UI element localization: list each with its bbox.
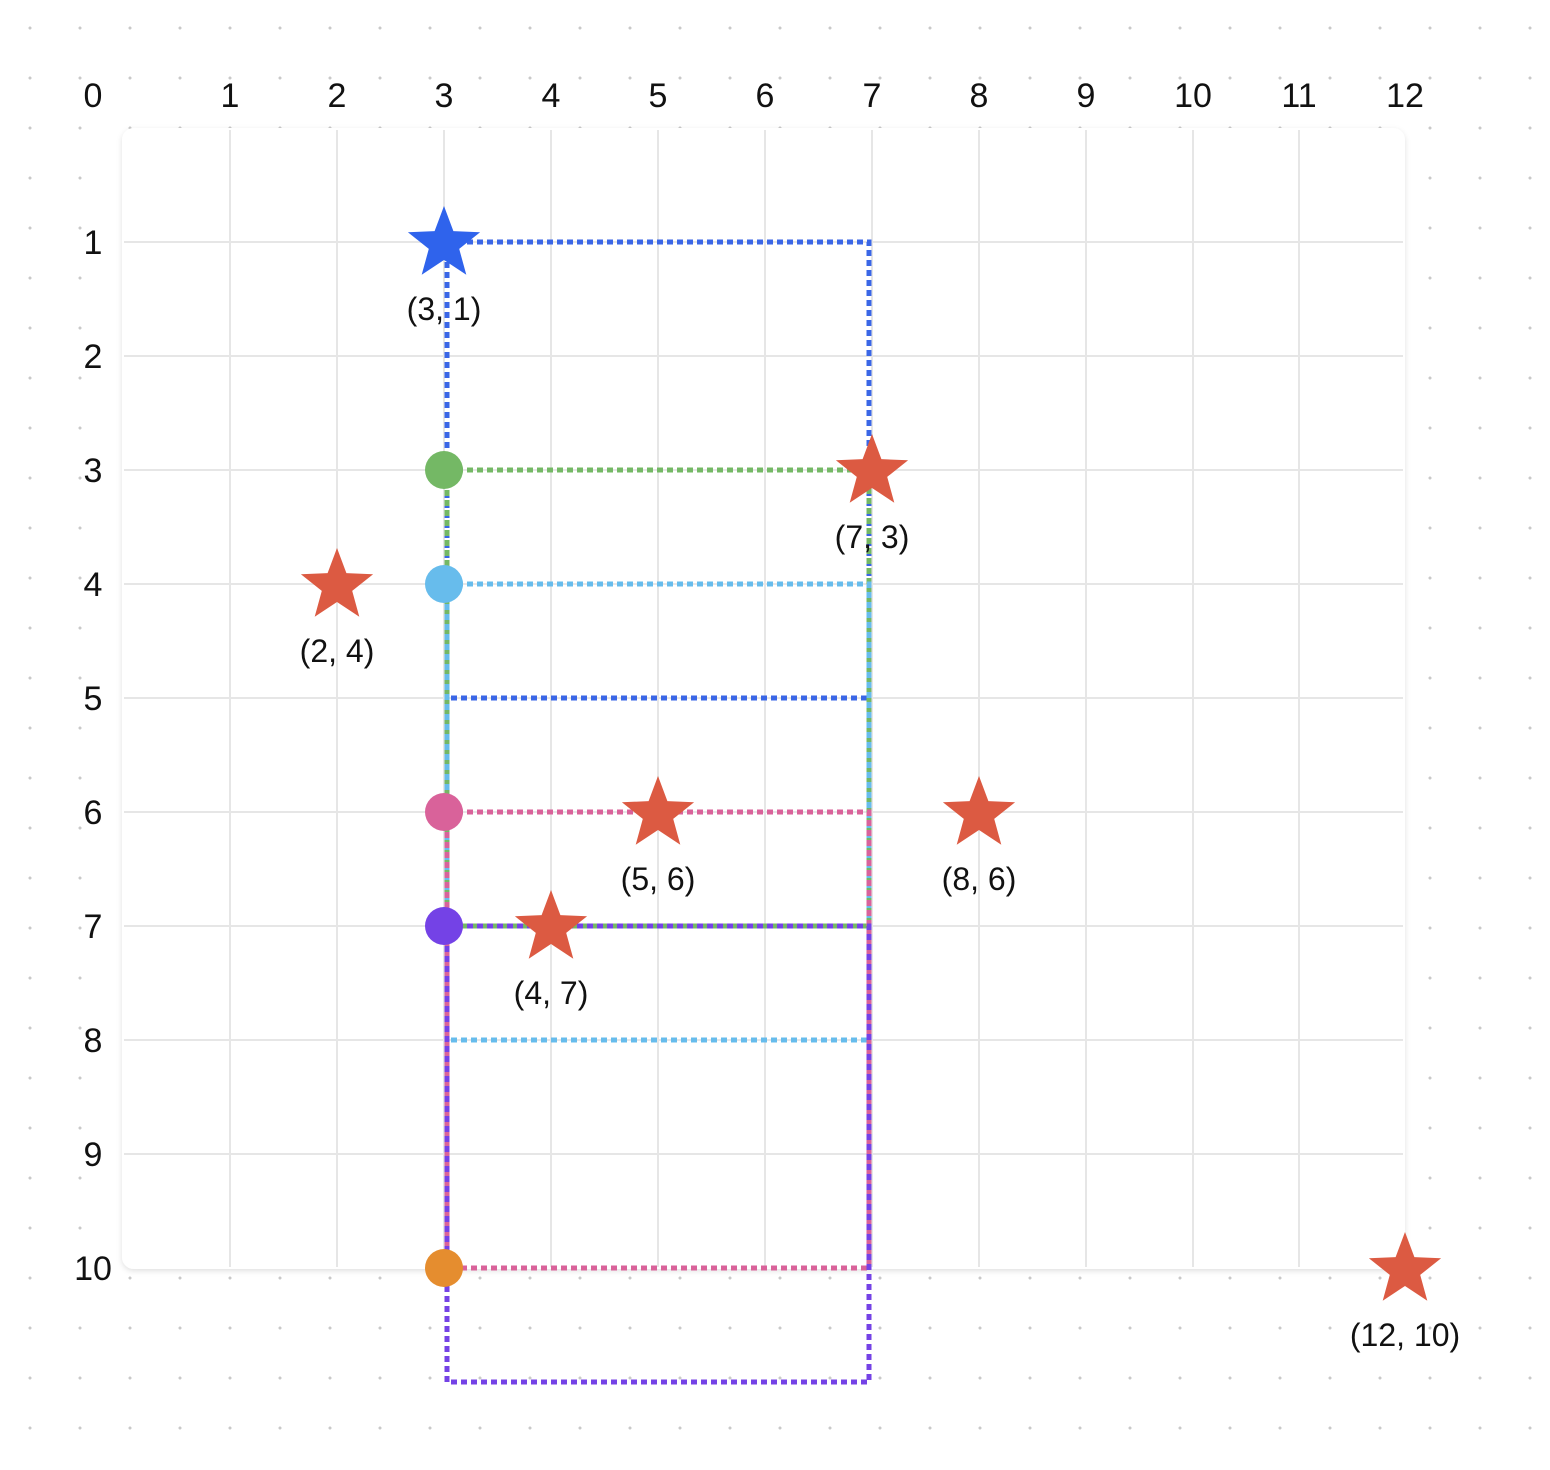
x-tick-label: 5 — [649, 77, 668, 115]
y-tick-label: 3 — [84, 452, 103, 490]
y-axis-tick-labels: 1 2 3 4 5 6 7 8 9 10 — [74, 224, 112, 1288]
anchor-circle — [425, 907, 463, 945]
star-coordinate-label: (2, 4) — [300, 633, 375, 669]
y-tick-label: 4 — [84, 566, 103, 604]
star-coordinate-label: (7, 3) — [835, 519, 910, 555]
y-tick-label: 6 — [84, 794, 103, 832]
anchor-circles — [425, 451, 463, 1287]
anchor-circle — [425, 451, 463, 489]
y-tick-label: 1 — [84, 224, 103, 262]
star-coordinate-label: (12, 10) — [1350, 1317, 1460, 1353]
x-tick-label: 10 — [1174, 77, 1212, 115]
star-icon — [300, 548, 374, 617]
star-coordinate-label: (3, 1) — [407, 291, 482, 327]
star-coordinate-labels: (3, 1) (7, 3) (2, 4) (5, 6) (8, 6) (4, 7) (12,… — [300, 291, 1460, 1353]
y-tick-label: 7 — [84, 908, 103, 946]
x-tick-label: 8 — [970, 77, 989, 115]
y-tick-label: 2 — [84, 338, 103, 376]
star-markers — [300, 206, 1442, 1301]
x-tick-label: 1 — [221, 77, 240, 115]
x-tick-label: 9 — [1077, 77, 1096, 115]
y-tick-label: 8 — [84, 1022, 103, 1060]
x-tick-label: 0 — [84, 77, 103, 115]
star-coordinate-label: (5, 6) — [621, 861, 696, 897]
star-icon — [407, 206, 481, 275]
y-tick-label: 10 — [74, 1250, 112, 1288]
y-tick-label: 9 — [84, 1136, 103, 1174]
star-coordinate-label: (8, 6) — [942, 861, 1017, 897]
x-tick-label: 4 — [542, 77, 561, 115]
anchor-circle — [425, 565, 463, 603]
x-tick-label: 12 — [1386, 77, 1424, 115]
star-icon — [621, 776, 695, 845]
x-tick-label: 7 — [863, 77, 882, 115]
star-icon — [514, 890, 588, 959]
anchor-circle — [425, 793, 463, 831]
y-tick-label: 5 — [84, 680, 103, 718]
x-tick-label: 11 — [1281, 77, 1316, 115]
star-icon — [942, 776, 1016, 845]
x-tick-label: 2 — [328, 77, 347, 115]
purple-dashed-rect — [444, 923, 872, 1385]
x-tick-label: 3 — [435, 77, 454, 115]
x-tick-label: 6 — [756, 77, 775, 115]
star-coordinate-label: (4, 7) — [514, 975, 589, 1011]
star-icon — [835, 434, 909, 503]
star-icon — [1368, 1232, 1442, 1301]
x-axis-tick-labels: 0 1 2 3 4 5 6 7 8 9 10 11 12 — [84, 77, 1424, 115]
anchor-circle — [425, 1249, 463, 1287]
